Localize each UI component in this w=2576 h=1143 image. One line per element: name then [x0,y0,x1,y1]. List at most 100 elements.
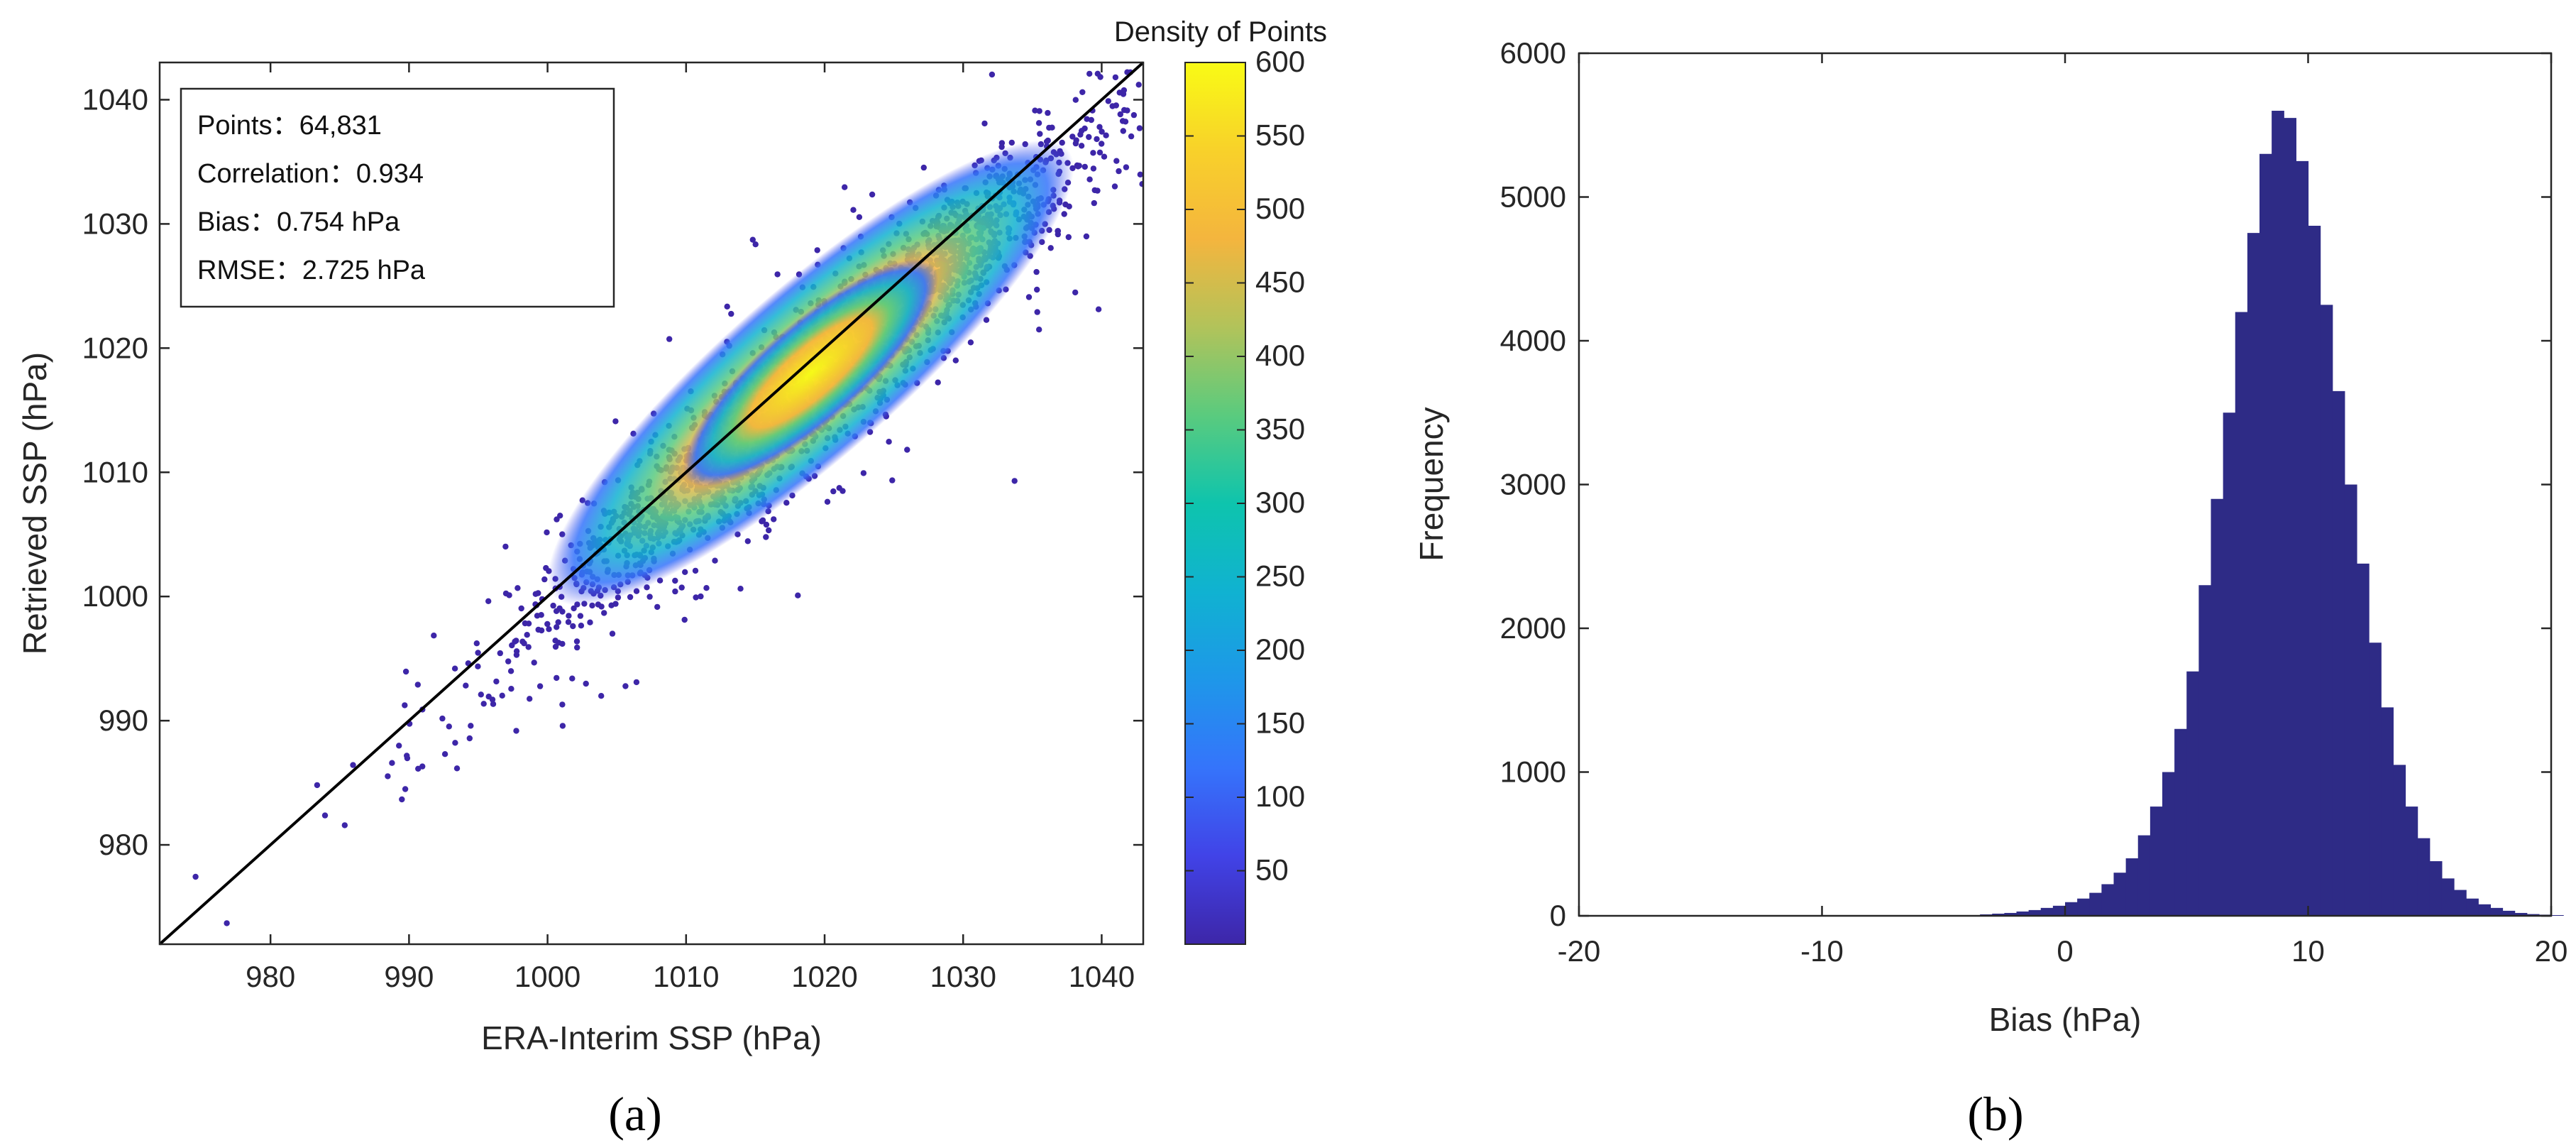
scatter-x-tick-label: 1010 [653,960,719,993]
scatter-point [513,638,519,644]
scatter-point [518,605,524,612]
colorbar-tick-label: 150 [1255,706,1305,740]
scatter-point [724,303,730,310]
scatter-point [414,682,421,688]
scatter-point [532,591,539,597]
scatter-point [399,796,405,803]
scatter-point [441,751,448,758]
scatter-point [672,588,678,595]
scatter-y-tick-label: 990 [99,704,148,737]
histogram-y-tick-label: 5000 [1500,180,1566,214]
scatter-point [570,623,576,630]
scatter-point [565,619,572,625]
scatter-point [569,675,576,682]
scatter-point [869,191,876,198]
colorbar-tick-label: 100 [1255,780,1305,813]
scatter-point [681,616,688,623]
scatter-point [573,638,580,645]
scatter-x-ticks: 980 990 1000 1010 1020 1030 1040 [246,62,1135,993]
histogram-bar [2052,905,2066,916]
scatter-point [904,447,910,453]
scatter-point [506,592,512,598]
scatter-point [583,680,589,687]
scatter-point [981,120,988,127]
scatter-point [1111,183,1118,190]
histogram-bar [2405,806,2418,916]
scatter-point [598,603,605,610]
scatter-point [559,701,566,708]
scatter-point [1121,106,1128,114]
scatter-point [840,488,846,494]
colorbar-tick-label: 250 [1255,559,1305,593]
scatter-point [402,702,408,709]
scatter-point [552,638,558,644]
scatter-point [744,538,752,545]
scatter-point [1109,103,1116,109]
stat-bias: Bias：0.754 hPa [197,207,400,237]
histogram-bar [2174,728,2187,916]
scatter-point [527,696,533,702]
scatter-point [538,627,545,634]
scatter-point [1047,245,1054,251]
scatter-point [485,598,492,604]
scatter-point [402,668,409,675]
scatter-point [480,701,487,707]
histogram-x-tick-label: 0 [2057,934,2073,968]
scatter-point [544,620,551,628]
scatter-point [1034,286,1040,293]
scatter-point [524,632,530,638]
histogram-y-tick-label: 2000 [1500,611,1566,645]
scatter-point [728,310,734,317]
scatter-point [525,620,532,627]
histogram-bar [2137,835,2151,916]
scatter-y-tick-label: 1010 [82,455,148,488]
scatter-point [1049,124,1055,131]
histogram-bar [2381,707,2394,917]
histogram-bar [2296,160,2309,917]
scatter-y-ticks: 980 990 1000 1010 1020 1030 1040 [82,82,1143,861]
scatter-point [519,638,526,645]
scatter-point [886,439,892,445]
scatter-point [774,271,781,278]
scatter-point [795,592,801,598]
scatter-point [1069,133,1076,140]
scatter-point [452,740,458,746]
scatter-point [577,613,584,619]
histogram-y-ticks: 0 1000 2000 3000 4000 5000 6000 [1500,36,2551,932]
histogram-y-tick-label: 0 [1550,899,1566,932]
histogram-bar [2454,890,2467,916]
scatter-point [497,650,503,657]
scatter-x-tick-label: 1040 [1069,960,1135,993]
scatter-point [473,640,480,647]
scatter-point [415,765,422,772]
scatter-x-tick-label: 1020 [791,960,857,993]
scatter-point [553,608,560,614]
scatter-point [1034,309,1040,315]
scatter-point [550,602,556,609]
histogram-bar [2284,118,2296,917]
scatter-point [814,247,820,253]
scatter-point [830,488,837,495]
scatter-point [1033,268,1040,275]
histogram-bar [2466,898,2479,916]
scatter-point [559,723,566,729]
scatter-axes-box [158,61,1145,946]
histogram-bar [2186,671,2199,916]
scatter-point [1081,163,1089,170]
scatter-point [1113,158,1120,164]
histogram-x-tick-label: -10 [1800,934,1844,968]
scatter-point [698,593,704,600]
scatter-point [1073,137,1079,143]
scatter-point [493,678,500,685]
histogram-x-tick-label: 10 [2291,934,2325,968]
scatter-point [1090,165,1097,172]
scatter-point [1084,116,1090,122]
scatter-x-tick-label: 990 [384,960,434,993]
histogram-x-tick-label: -20 [1558,934,1601,968]
scatter-point [552,643,559,650]
scatter-y-tick-label: 1030 [82,207,148,240]
identity-line [158,61,1145,946]
scatter-point [1072,97,1079,103]
stat-correlation: Correlation：0.934 [197,159,424,189]
scatter-point [646,594,653,600]
